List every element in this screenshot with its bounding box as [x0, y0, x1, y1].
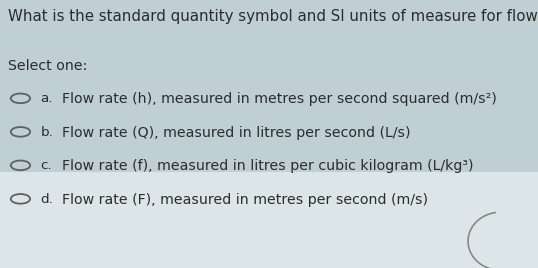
Text: What is the standard quantity symbol and SI units of measure for flow rate?: What is the standard quantity symbol and… — [8, 9, 538, 24]
Text: Flow rate (Q), measured in litres per second (L/s): Flow rate (Q), measured in litres per se… — [62, 126, 410, 140]
Bar — [0, 0, 538, 172]
Text: a.: a. — [40, 92, 53, 106]
Text: b.: b. — [40, 126, 53, 139]
Bar — [0, 172, 538, 268]
Text: Flow rate (F), measured in metres per second (m/s): Flow rate (F), measured in metres per se… — [62, 193, 428, 207]
Text: Flow rate (h), measured in metres per second squared (m/s²): Flow rate (h), measured in metres per se… — [62, 92, 497, 106]
Text: Flow rate (f), measured in litres per cubic kilogram (L/kg³): Flow rate (f), measured in litres per cu… — [62, 159, 473, 173]
Text: c.: c. — [40, 159, 52, 173]
Text: d.: d. — [40, 193, 53, 206]
Text: Select one:: Select one: — [8, 59, 88, 73]
